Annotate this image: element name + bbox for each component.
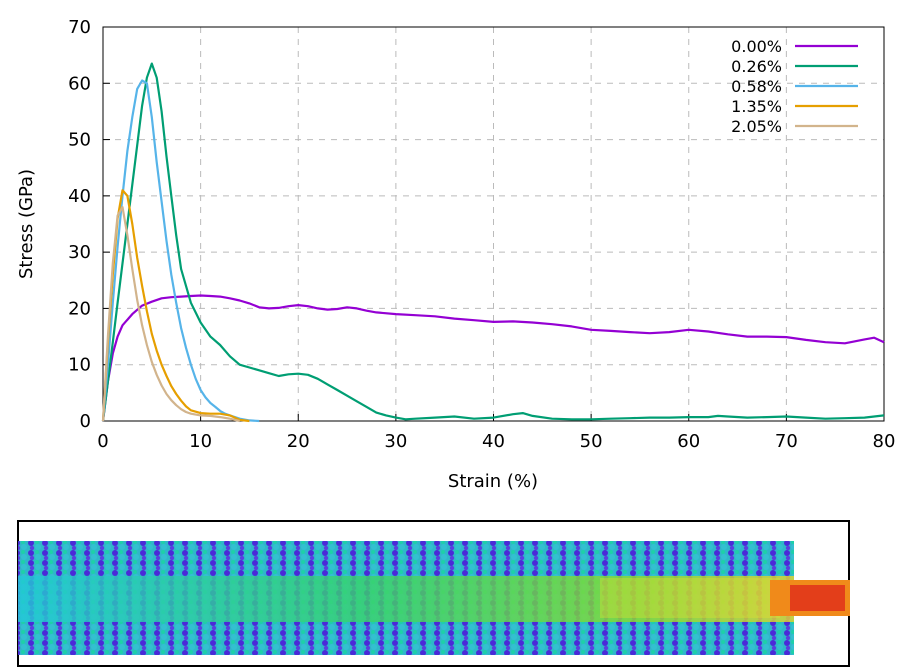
legend: 0.00%0.26%0.58%1.35%2.05%: [731, 37, 858, 136]
x-axis-title: Strain (%): [448, 471, 538, 492]
series-line-3: [101, 189, 250, 423]
y-tick-label: 0: [80, 411, 91, 432]
y-tick-label: 70: [68, 17, 91, 38]
x-tick-label: 10: [189, 431, 212, 452]
x-tick-label: 40: [482, 431, 505, 452]
x-tick-label: 80: [873, 431, 896, 452]
legend-label-3: 1.35%: [731, 97, 782, 116]
legend-label-0: 0.00%: [731, 37, 782, 56]
series-line-4: [101, 206, 240, 423]
x-tick-label: 60: [677, 431, 700, 452]
series-lines: [101, 62, 885, 423]
y-tick-label: 10: [68, 355, 91, 376]
y-axis-title: Stress (GPa): [16, 169, 37, 279]
y-tick-label: 20: [68, 298, 91, 319]
series-line-2: [101, 79, 260, 423]
legend-label-1: 0.26%: [731, 57, 782, 76]
x-tick-label: 0: [97, 431, 108, 452]
y-tick-label: 30: [68, 242, 91, 263]
axis-ticks: 0 10 20 30 40 50 60 70 80 0 10 20 30 40 50 60 70: [68, 17, 895, 452]
x-tick-label: 30: [384, 431, 407, 452]
x-tick-label: 20: [287, 431, 310, 452]
x-tick-label: 50: [580, 431, 603, 452]
x-tick-label: 70: [775, 431, 798, 452]
series-line-1: [101, 62, 885, 422]
grid-lines: [103, 27, 884, 421]
y-tick-label: 40: [68, 186, 91, 207]
atomic-structure-snapshot: [17, 520, 850, 667]
legend-label-4: 2.05%: [731, 117, 782, 136]
legend-label-2: 0.58%: [731, 77, 782, 96]
y-tick-label: 60: [68, 73, 91, 94]
y-tick-label: 50: [68, 130, 91, 151]
